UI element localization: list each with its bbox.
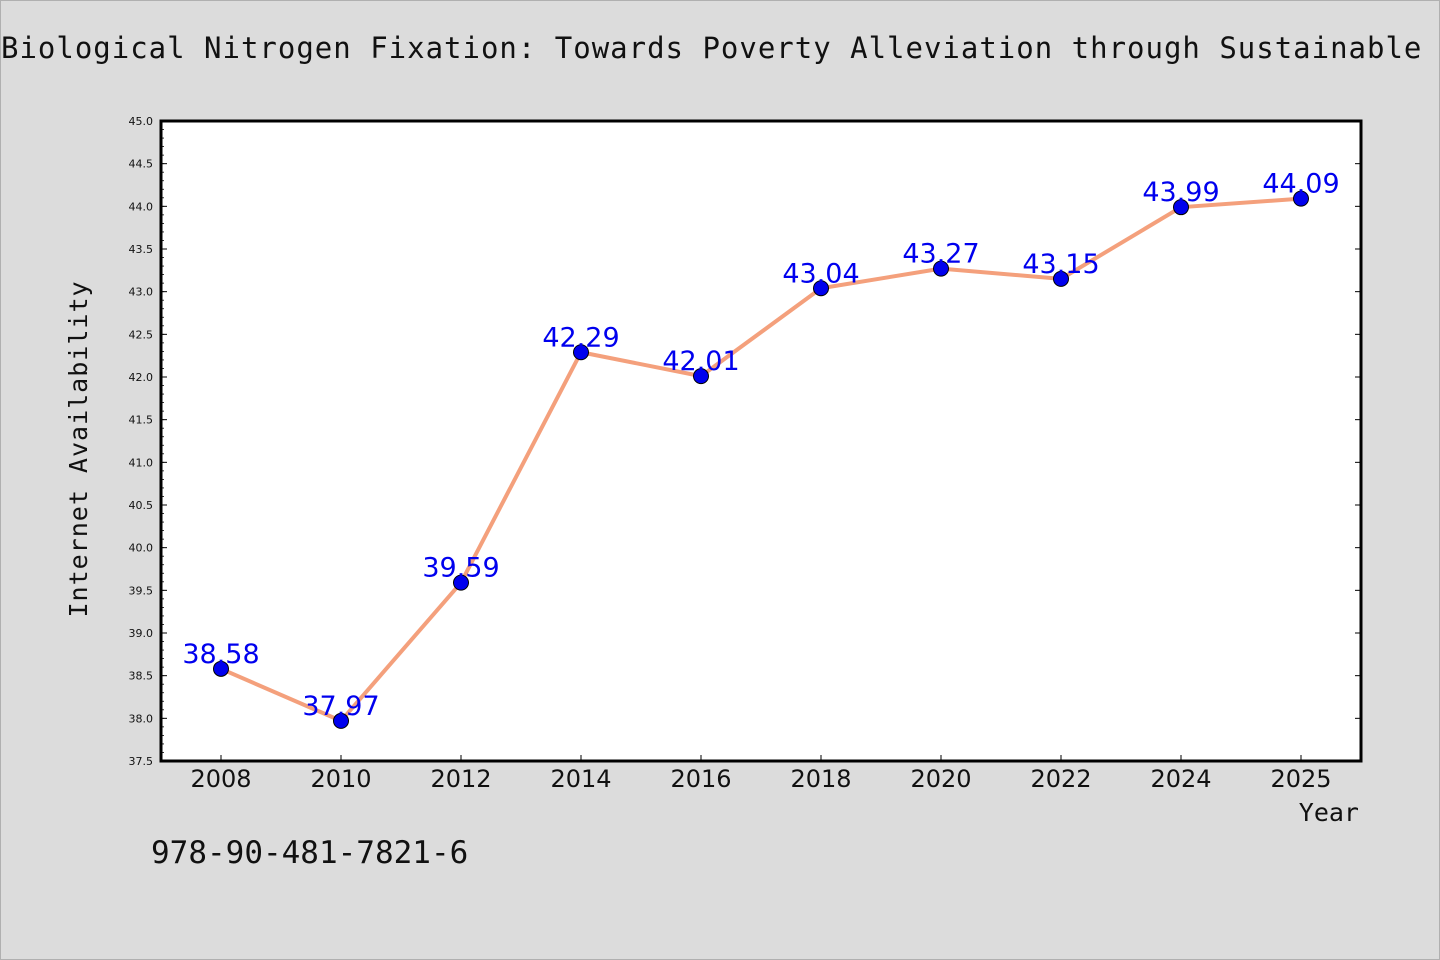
- plot-area: [159, 119, 1363, 763]
- y-tick-label: 43.0: [129, 286, 154, 299]
- isbn-label: 978-90-481-7821-6: [151, 835, 469, 871]
- data-point: [213, 660, 229, 677]
- y-tick-label: 42.0: [129, 371, 154, 384]
- y-tick-label: 40.5: [129, 499, 154, 512]
- data-point: [813, 280, 829, 297]
- data-label: 43.15: [1022, 249, 1099, 280]
- data-point: [1293, 190, 1309, 207]
- data-label: 39.59: [422, 553, 499, 584]
- y-axis-title: Internet Availability: [64, 280, 93, 617]
- x-tick-label: 2018: [790, 765, 851, 793]
- y-tick-label: 44.0: [129, 200, 154, 213]
- data-labels-group: 38.58 37.97 39.59 42.29 42.01 43.04 43.27 43.15…: [182, 169, 1339, 722]
- data-point: [693, 368, 709, 385]
- data-label: 44.09: [1262, 169, 1339, 200]
- y-tick-label: 37.5: [129, 755, 154, 768]
- y-axis: 37.5 38.0 38.5 39.0 39.5 40.0 40.5 41.0 41.5 42.0…: [129, 115, 1361, 768]
- y-tick-label: 39.0: [129, 627, 154, 640]
- data-label: 43.99: [1142, 177, 1219, 208]
- data-point: [573, 344, 589, 361]
- y-tick-label: 44.5: [129, 158, 154, 171]
- data-label: 42.01: [662, 346, 739, 377]
- y-tick-label: 39.5: [129, 584, 154, 597]
- x-tick-label: 2024: [1150, 765, 1211, 793]
- y-tick-label: 42.5: [129, 328, 154, 341]
- x-tick-label: 2008: [190, 765, 251, 793]
- y-tick-label: 38.0: [129, 712, 154, 725]
- data-label: 43.27: [902, 239, 979, 270]
- x-axis: 2008 2010 2012 2014 2016 2018 2020 2022 2024 2025: [190, 755, 1332, 793]
- x-tick-label: 2010: [310, 765, 371, 793]
- y-tick-label: 41.0: [129, 456, 154, 469]
- y-tick-label: 41.5: [129, 414, 154, 427]
- y-tick-label: 43.5: [129, 243, 154, 256]
- data-point: [333, 712, 349, 729]
- series-group: [213, 190, 1309, 729]
- data-label: 38.58: [182, 639, 259, 670]
- x-tick-label: 2020: [910, 765, 971, 793]
- x-tick-label: 2022: [1030, 765, 1091, 793]
- data-point: [933, 260, 949, 277]
- data-label: 43.04: [782, 258, 859, 289]
- x-axis-title: Year: [1299, 798, 1359, 827]
- x-tick-label: 2025: [1270, 765, 1331, 793]
- y-tick-label: 40.0: [129, 542, 154, 555]
- data-point: [1173, 199, 1189, 216]
- chart-title: Biological Nitrogen Fixation: Towards Po…: [1, 31, 1440, 65]
- y-tick-label: 38.5: [129, 670, 154, 683]
- data-point: [453, 574, 469, 591]
- data-point: [1053, 270, 1069, 287]
- x-tick-label: 2016: [670, 765, 731, 793]
- x-tick-label: 2012: [430, 765, 491, 793]
- series-line: [220, 196, 1302, 723]
- y-tick-label: 45.0: [129, 115, 154, 128]
- data-label: 42.29: [542, 322, 619, 353]
- x-tick-label: 2014: [550, 765, 611, 793]
- data-label: 37.97: [302, 691, 379, 722]
